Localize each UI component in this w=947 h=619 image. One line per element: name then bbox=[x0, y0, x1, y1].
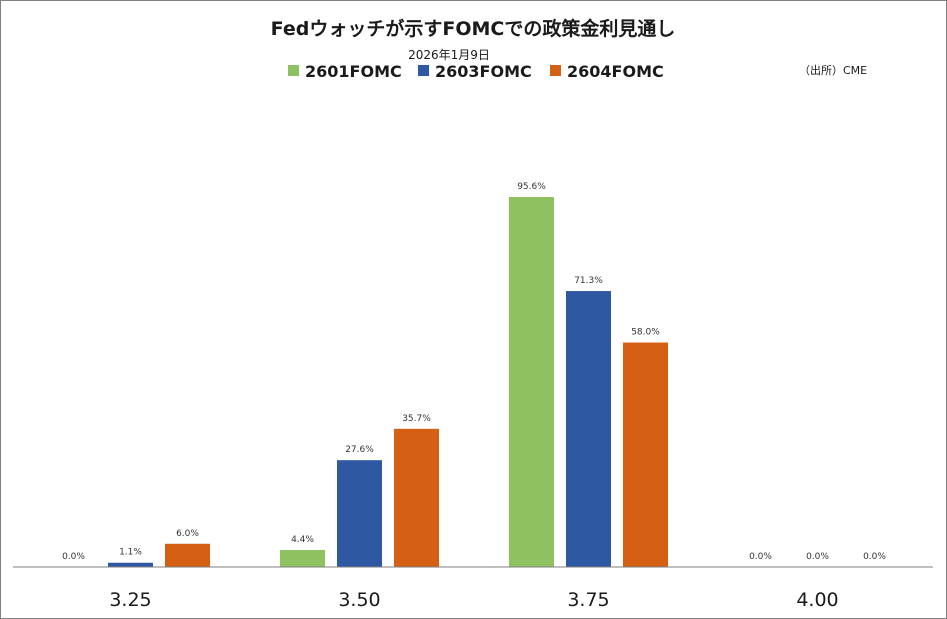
data-label-2601FOMC-3.75: 95.6% bbox=[517, 182, 546, 192]
bar-2603FOMC-3.50 bbox=[337, 460, 382, 567]
bar-2604FOMC-3.25 bbox=[165, 543, 210, 567]
x-tick-label-3.50: 3.50 bbox=[338, 589, 380, 611]
bar-2604FOMC-3.75 bbox=[623, 342, 668, 567]
legend-label-2601: 2601FOMC bbox=[305, 62, 402, 81]
source-note: （出所）CME bbox=[799, 63, 867, 77]
legend-swatch-2601 bbox=[288, 65, 299, 76]
legend-swatch-2603 bbox=[418, 65, 429, 76]
data-label-2601FOMC-4.00: 0.0% bbox=[749, 552, 772, 562]
x-tick-label-3.25: 3.25 bbox=[109, 589, 151, 611]
data-label-2604FOMC-3.50: 35.7% bbox=[402, 414, 431, 424]
data-label-2601FOMC-3.25: 0.0% bbox=[62, 552, 85, 562]
x-tick-label-3.75: 3.75 bbox=[567, 589, 609, 611]
data-label-2603FOMC-3.50: 27.6% bbox=[345, 445, 374, 455]
chart-subtitle: 2026年1月9日 bbox=[408, 48, 490, 62]
data-label-2604FOMC-4.00: 0.0% bbox=[863, 552, 886, 562]
legend-label-2604: 2604FOMC bbox=[567, 62, 664, 81]
data-label-2603FOMC-3.25: 1.1% bbox=[119, 548, 142, 558]
data-label-2601FOMC-3.50: 4.4% bbox=[291, 535, 314, 545]
data-label-2603FOMC-3.75: 71.3% bbox=[574, 276, 603, 286]
bar-2603FOMC-3.25 bbox=[108, 562, 153, 567]
bar-2601FOMC-3.75 bbox=[509, 197, 554, 567]
x-tick-labels: 3.25 3.50 3.75 4.00 bbox=[109, 589, 838, 611]
chart-title: Fedウォッチが示すFOMCでの政策金利見通し bbox=[271, 17, 676, 40]
x-tick-label-4.00: 4.00 bbox=[796, 589, 838, 611]
legend: 2601FOMC 2603FOMC 2604FOMC bbox=[288, 62, 664, 81]
legend-label-2603: 2603FOMC bbox=[435, 62, 532, 81]
data-label-2604FOMC-3.75: 58.0% bbox=[631, 328, 660, 338]
legend-swatch-2604 bbox=[550, 65, 561, 76]
bar-2604FOMC-3.50 bbox=[394, 428, 439, 567]
bar-2603FOMC-3.75 bbox=[566, 291, 611, 567]
data-label-2603FOMC-4.00: 0.0% bbox=[806, 552, 829, 562]
bar-2601FOMC-3.50 bbox=[280, 549, 325, 567]
data-labels-layer: 0.0% 1.1% 6.0% 4.4% 27.6% 35.7% 95.6% 71.3% 58.0… bbox=[62, 182, 886, 562]
bars-layer bbox=[108, 197, 668, 567]
data-label-2604FOMC-3.25: 6.0% bbox=[176, 529, 199, 539]
